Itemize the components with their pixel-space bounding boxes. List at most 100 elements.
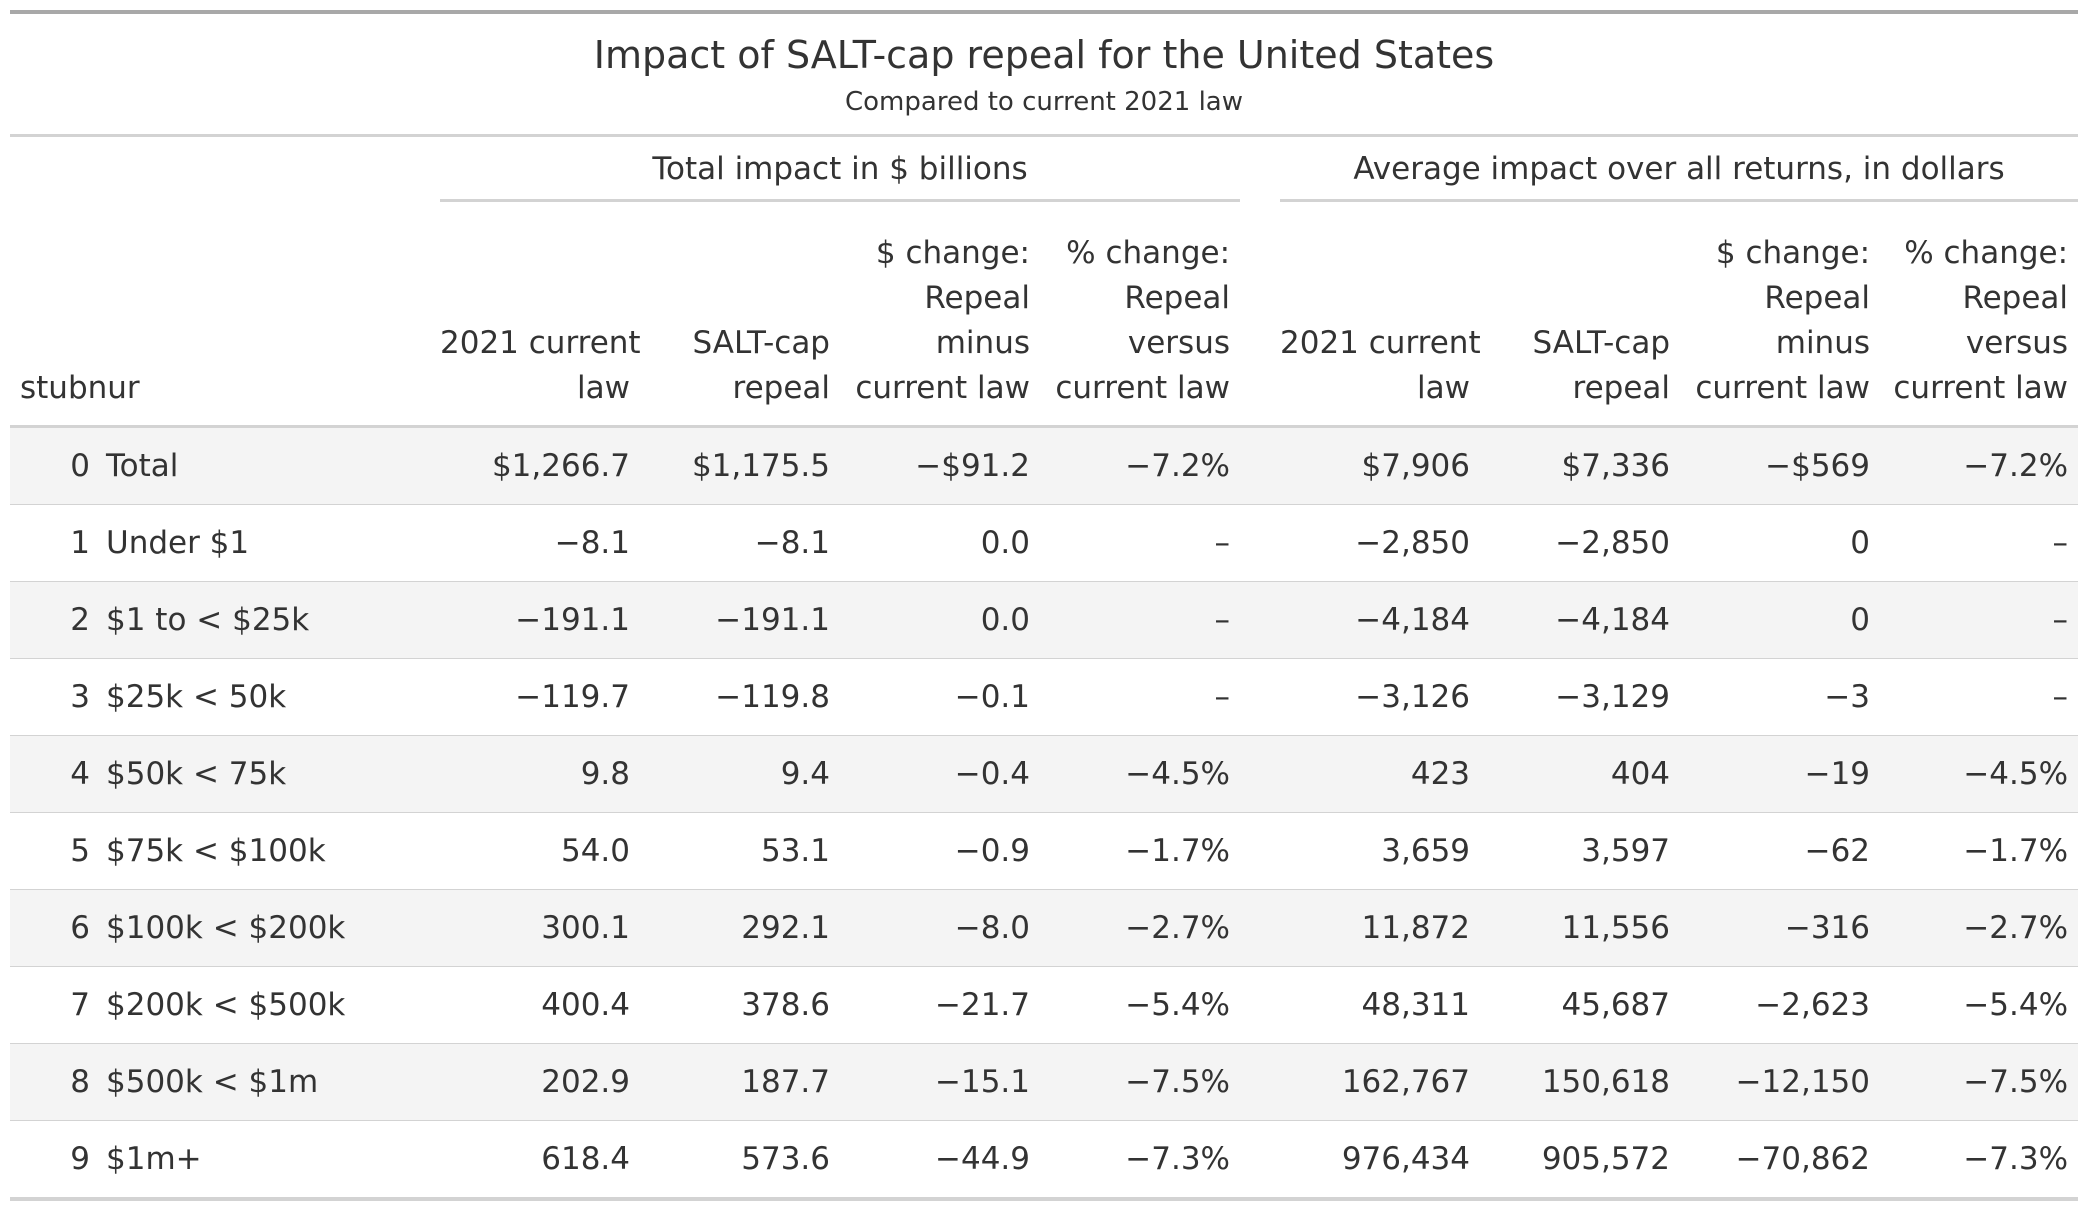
row-income-group: $1 to < $25k [90,581,440,659]
cell-avg-change: −62 [1680,812,1881,890]
cell-total-pct: −7.2% [1040,426,1241,505]
row-number: 8 [10,1043,90,1121]
row-income-group: $50k < 75k [90,735,440,813]
cell-total-pct: −5.4% [1040,966,1241,1044]
cell-total-current: 54.0 [440,812,640,890]
cell-avg-current: 162,767 [1280,1043,1481,1121]
cell-avg-pct: −4.5% [1880,735,2079,813]
cell-total-repeal: −8.1 [640,504,840,582]
cell-total-pct: – [1040,504,1241,582]
cell-total-repeal: 292.1 [640,889,840,967]
column-header-total-repeal: SALT-cap repeal [640,203,840,428]
cell-total-change: −$91.2 [840,426,1040,505]
cell-avg-pct: −7.5% [1880,1043,2079,1121]
row-number: 5 [10,812,90,890]
cell-avg-repeal: 404 [1480,735,1681,813]
cell-total-repeal: 53.1 [640,812,840,890]
cell-avg-repeal: 11,556 [1480,889,1681,967]
row-number: 9 [10,1120,90,1197]
row-number: 0 [10,426,90,505]
table-subtitle: Compared to current 2021 law [845,87,1243,117]
column-header-avg-repeal: SALT-cap repeal [1480,203,1681,428]
table-row: 6 $100k < $200k 300.1 292.1 −8.0 −2.7% 1… [10,889,2079,967]
cell-avg-change: −19 [1680,735,1881,813]
table-container: Impact of SALT-cap repeal for the United… [10,10,2079,1201]
cell-avg-change: 0 [1680,581,1881,659]
column-header-total-pct: % change: Repeal versus current law [1040,203,1241,428]
row-income-group: $500k < $1m [90,1043,440,1121]
top-rule [10,10,2078,14]
cell-total-pct: −7.5% [1040,1043,1241,1121]
cell-total-current: −119.7 [440,658,640,736]
cell-total-current: −191.1 [440,581,640,659]
row-number: 4 [10,735,90,813]
cell-avg-repeal: −3,129 [1480,658,1681,736]
table-row: 0 Total $1,266.7 $1,175.5 −$91.2 −7.2% $… [10,426,2079,505]
cell-avg-repeal: 3,597 [1480,812,1681,890]
cell-total-change: −0.4 [840,735,1040,813]
cell-avg-repeal: 150,618 [1480,1043,1681,1121]
cell-avg-current: 423 [1280,735,1481,813]
row-number: 1 [10,504,90,582]
cell-total-current: 400.4 [440,966,640,1044]
cell-avg-change: 0 [1680,504,1881,582]
cell-total-repeal: 573.6 [640,1120,840,1197]
cell-total-repeal: 187.7 [640,1043,840,1121]
cell-total-current: $1,266.7 [440,426,640,505]
table-row: 7 $200k < $500k 400.4 378.6 −21.7 −5.4% … [10,966,2079,1044]
cell-avg-pct: – [1880,504,2079,582]
column-header-avg-current: 2021 current law [1280,203,1481,428]
cell-total-change: −0.1 [840,658,1040,736]
cell-avg-current: 976,434 [1280,1120,1481,1197]
cell-total-pct: – [1040,581,1241,659]
row-number: 3 [10,658,90,736]
row-income-group: Total [90,426,440,505]
spanner-average-cell: Average impact over all returns, in doll… [1280,136,2079,204]
cell-total-change: −8.0 [840,889,1040,967]
cell-avg-change: −316 [1680,889,1881,967]
cell-total-repeal: −119.8 [640,658,840,736]
cell-avg-pct: −7.2% [1880,426,2079,505]
spanner-row: Total impact in $ billions Average impac… [10,136,2079,204]
cell-total-pct: −2.7% [1040,889,1241,967]
cell-total-change: −0.9 [840,812,1040,890]
cell-avg-current: $7,906 [1280,426,1481,505]
cell-total-repeal: $1,175.5 [640,426,840,505]
cell-avg-repeal: $7,336 [1480,426,1681,505]
column-header-total-current: 2021 current law [440,203,641,428]
cell-avg-repeal: −4,184 [1480,581,1681,659]
cell-total-current: 618.4 [440,1120,640,1197]
cell-avg-current: −4,184 [1280,581,1481,659]
row-income-group: $75k < $100k [90,812,440,890]
cell-total-pct: −1.7% [1040,812,1241,890]
bottom-rule [10,1197,2078,1201]
cell-avg-pct: −7.3% [1880,1120,2079,1197]
column-header-avg-change: $ change: Repeal minus current law [1680,203,1881,428]
cell-avg-pct: −2.7% [1880,889,2079,967]
column-header-avg-pct: % change: Repeal versus current law [1880,203,2079,428]
row-number: 7 [10,966,90,1044]
cell-total-current: 300.1 [440,889,640,967]
row-income-group: Under $1 [90,504,440,582]
column-header-row: stubnur 2021 current law SALT-cap repeal… [10,203,2079,428]
cell-avg-pct: −1.7% [1880,812,2079,890]
cell-avg-repeal: 45,687 [1480,966,1681,1044]
row-income-group: $1m+ [90,1120,440,1197]
column-header-stubnur: stubnur [10,203,440,428]
cell-total-repeal: 378.6 [640,966,840,1044]
cell-total-change: 0.0 [840,504,1040,582]
cell-total-repeal: −191.1 [640,581,840,659]
table-row: 4 $50k < 75k 9.8 9.4 −0.4 −4.5% 423 404 … [10,735,2079,813]
row-income-group: $100k < $200k [90,889,440,967]
cell-total-change: 0.0 [840,581,1040,659]
cell-avg-current: 48,311 [1280,966,1481,1044]
table-row: 8 $500k < $1m 202.9 187.7 −15.1 −7.5% 16… [10,1043,2079,1121]
cell-avg-current: 11,872 [1280,889,1481,967]
cell-avg-pct: – [1880,581,2079,659]
cell-avg-repeal: 905,572 [1480,1120,1681,1197]
cell-avg-repeal: −2,850 [1480,504,1681,582]
cell-total-current: −8.1 [440,504,640,582]
cell-total-change: −21.7 [840,966,1040,1044]
table-title: Impact of SALT-cap repeal for the United… [593,33,1495,77]
cell-avg-current: 3,659 [1280,812,1481,890]
